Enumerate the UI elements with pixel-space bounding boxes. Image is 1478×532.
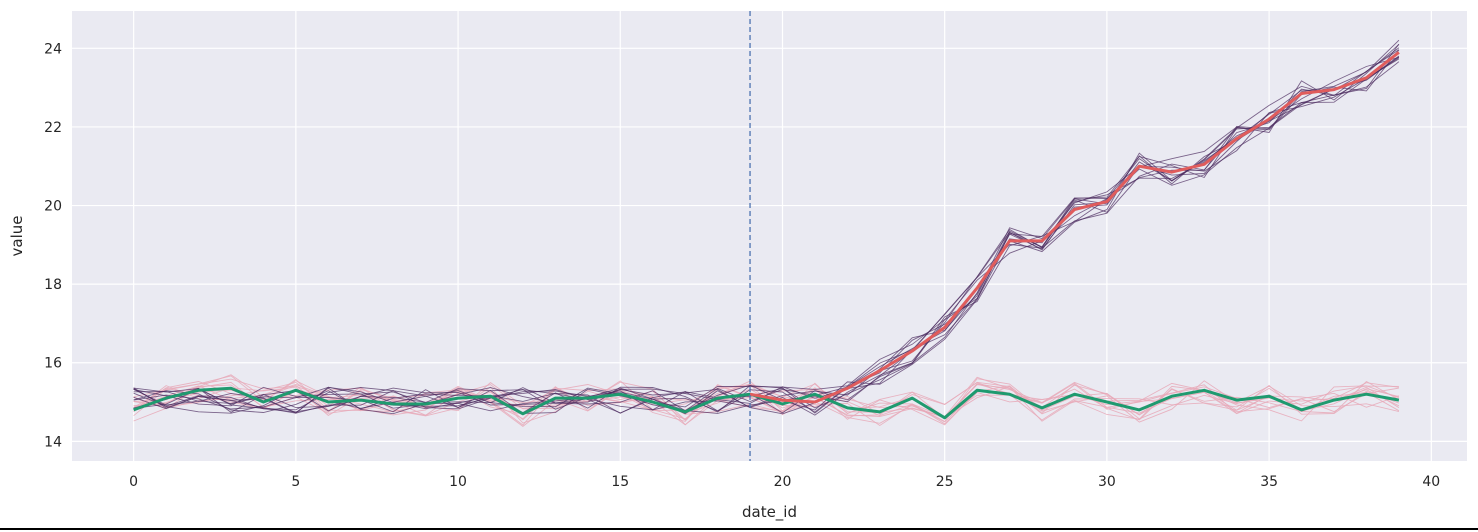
y-tick-label: 14	[44, 434, 62, 450]
y-tick-label: 20	[44, 199, 62, 215]
individual-series-line	[133, 47, 1400, 414]
y-tick-label: 24	[44, 41, 62, 57]
individual-series-line	[133, 58, 1400, 415]
x-tick-labels: 0 5 10 15 20 25 30 35 40	[129, 474, 1440, 490]
y-tick-label: 16	[44, 356, 62, 372]
x-tick-label: 40	[1422, 474, 1440, 490]
bottom-divider	[0, 528, 1478, 530]
individual-series-line	[133, 382, 1399, 426]
y-tick-label: 22	[44, 120, 62, 136]
individual-series-line	[133, 56, 1400, 414]
x-tick-label: 20	[774, 474, 792, 490]
grid-lines	[72, 11, 1467, 461]
x-tick-label: 30	[1098, 474, 1116, 490]
mean-series-lines	[133, 51, 1400, 420]
plot-background	[72, 11, 1467, 461]
x-tick-label: 25	[936, 474, 954, 490]
x-tick-label: 15	[611, 474, 629, 490]
individual-series-line	[133, 61, 1400, 414]
x-tick-label: 0	[129, 474, 138, 490]
x-tick-label: 5	[291, 474, 300, 490]
y-tick-labels: 14 16 18 20 22 24	[44, 41, 62, 450]
x-axis-label: date_id	[742, 503, 797, 522]
y-tick-label: 18	[44, 277, 62, 293]
x-tick-label: 10	[449, 474, 467, 490]
y-axis-label: value	[8, 216, 26, 257]
mean-flat-line	[133, 386, 1400, 420]
x-tick-label: 35	[1260, 474, 1278, 490]
mean-rising-line	[749, 51, 1400, 404]
